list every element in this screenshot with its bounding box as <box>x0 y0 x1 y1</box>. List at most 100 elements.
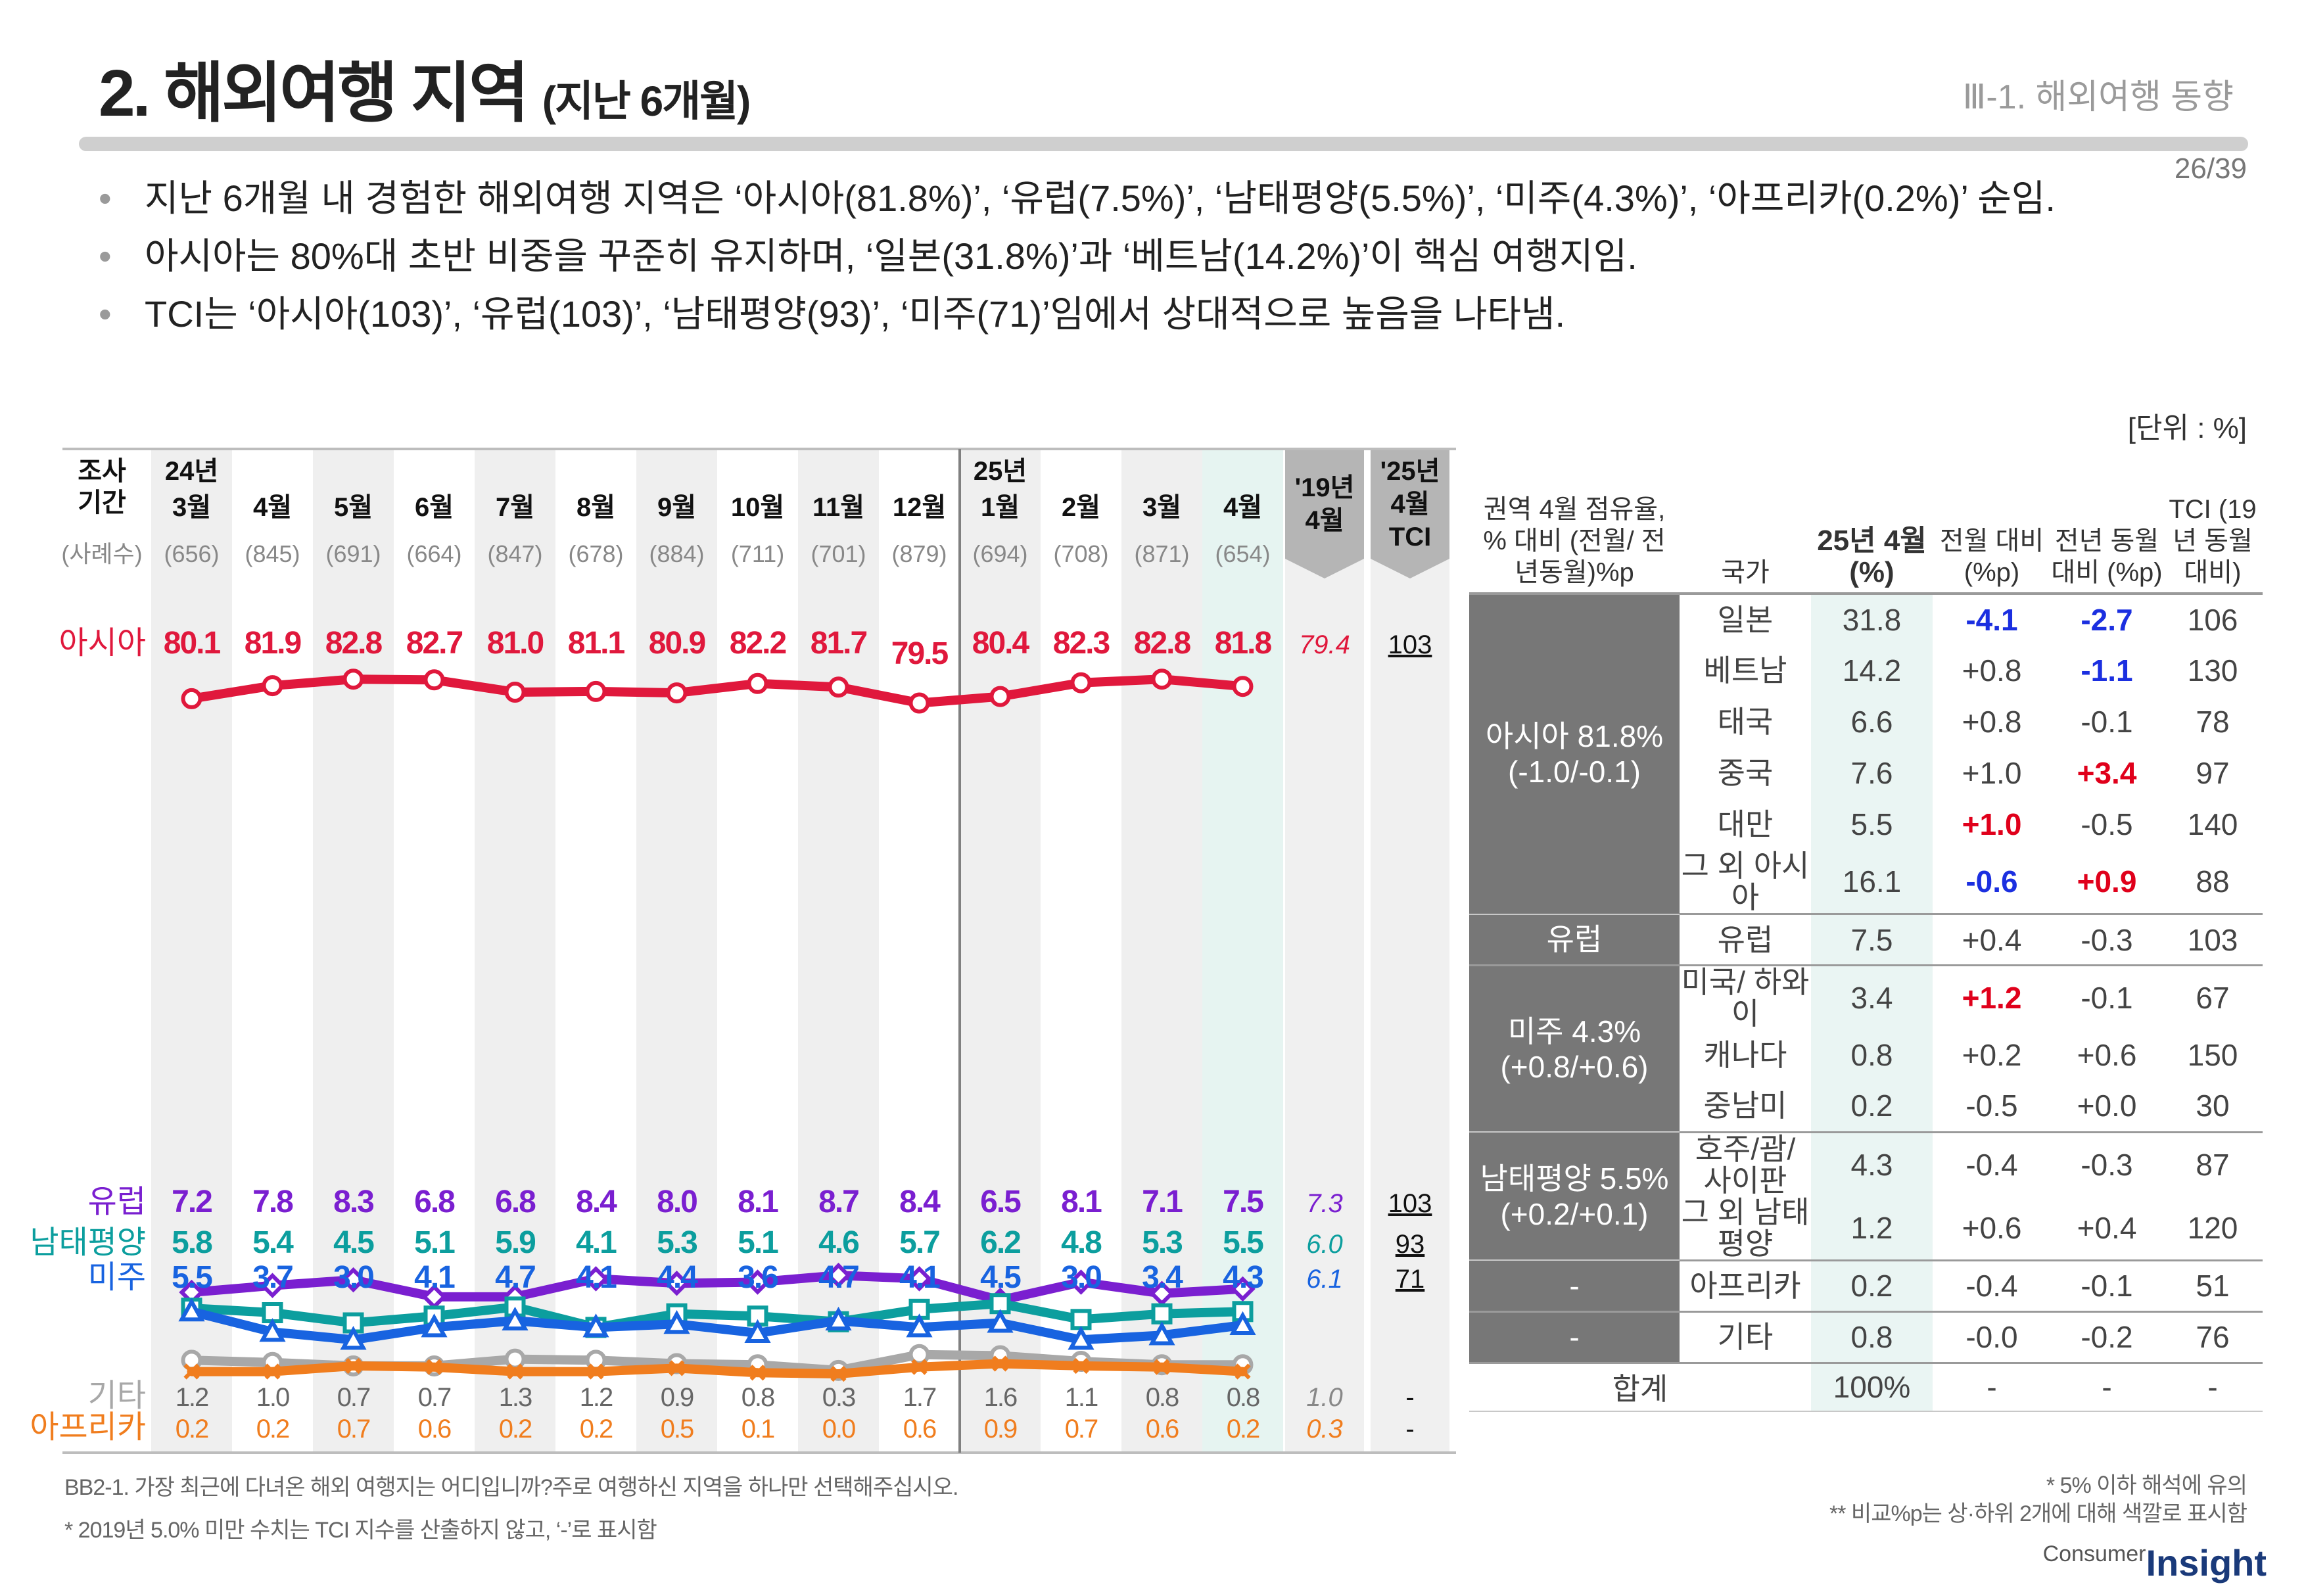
mom-cell: -0.6 <box>1933 850 2051 915</box>
header-tci-label: '25년 <box>1380 457 1440 486</box>
yoy-cell: -0.1 <box>2081 705 2133 739</box>
month-label: 10월 <box>731 493 784 522</box>
data-label: 0.5 <box>661 1415 694 1443</box>
header-tci-label: 4월 <box>1390 490 1429 519</box>
mom-cell: -0.0 <box>1933 1311 2051 1364</box>
mom-cell: +0.8 <box>1962 653 2022 688</box>
data-point <box>502 1306 529 1331</box>
data-label: 8.4 <box>899 1185 941 1219</box>
mom-cell: -0.5 <box>1933 1081 2051 1133</box>
share-cell: 5.5 <box>1811 799 1933 850</box>
region-cell: - <box>1469 1311 1680 1364</box>
data-point <box>989 686 1011 707</box>
month-label: 9월 <box>657 493 696 522</box>
chart-column-bg <box>1285 449 1364 1453</box>
yoy-cell: -1.1 <box>2081 653 2133 688</box>
data-point <box>421 1313 448 1338</box>
data-point <box>828 676 849 698</box>
month-label: 6월 <box>415 493 454 522</box>
year-label: 25년 <box>974 457 1027 486</box>
mom-cell: -0.4 <box>1933 1260 2051 1313</box>
data-label: 81.8 <box>1215 626 1272 661</box>
data-label: 1.7 <box>903 1383 936 1412</box>
yoy-cell: -0.2 <box>2051 1311 2163 1364</box>
footnote-2019: * 2019년 5.0% 미만 수치는 TCI 지수를 산출하지 않고, ‘-’… <box>64 1518 657 1543</box>
data-point <box>583 1266 609 1292</box>
country-cell: 대만 <box>1717 807 1774 841</box>
yoy-cell: +0.0 <box>2051 1081 2163 1133</box>
data-label: 1.2 <box>176 1383 208 1412</box>
share-cell: 7.6 <box>1811 747 1933 799</box>
data-point <box>178 1298 205 1322</box>
yoy-cell: +0.4 <box>2051 1196 2163 1261</box>
table-row: 중국 7.6 +1.0 +3.4 97 <box>1469 747 2263 799</box>
yoy-cell: +0.9 <box>2051 850 2163 915</box>
data-point <box>341 1267 366 1293</box>
yoy-cell: -0.3 <box>2051 914 2163 966</box>
data-label: 5.8 <box>172 1225 212 1260</box>
mom-cell: +1.2 <box>1962 981 2022 1015</box>
data-point <box>1068 1269 1094 1295</box>
tci-cell: 78 <box>2196 705 2230 739</box>
series-line-유럽 <box>187 1271 1248 1305</box>
data-label: 7.2 <box>172 1185 212 1219</box>
table-header-tci: TCI (19년 동월 대비) <box>2163 449 2263 595</box>
yoy-cell: +3.4 <box>2077 756 2137 790</box>
table-row: - 아프리카 0.2 -0.4 -0.1 51 <box>1469 1260 2263 1313</box>
chart-column-bg <box>960 449 1041 1453</box>
consumer-insight-logo: ConsumerInsight <box>2043 1541 2267 1584</box>
sample-size-label: (711) <box>731 540 784 567</box>
data-point <box>669 1360 685 1376</box>
mom-cell: +0.8 <box>1962 705 2022 739</box>
data-label: 4.1 <box>576 1225 617 1260</box>
data-point <box>1148 1321 1175 1346</box>
country-share-table: 권역 4월 점유율, % 대비 (전월/ 전년동월)%p 국가 25년 4월 (… <box>1469 449 2263 1412</box>
share-cell: 0.2 <box>1811 1081 1933 1133</box>
data-label: 0.7 <box>418 1383 451 1412</box>
data-point <box>749 1365 766 1381</box>
month-label: 5월 <box>334 493 373 522</box>
data-point <box>1235 1363 1251 1380</box>
data-point <box>342 669 364 690</box>
yoy-cell: -0.1 <box>2081 981 2133 1015</box>
region-cell: 남태평양 5.5% (+0.2/+0.1) <box>1469 1132 1680 1261</box>
data-point <box>906 1266 932 1292</box>
tci-cell: 103 <box>2163 914 2263 966</box>
table-row: 태국 6.6 +0.8 -0.1 78 <box>1469 696 2263 747</box>
region-cell: 아시아 81.8% (-1.0/-0.1) <box>1469 594 1680 915</box>
data-label: 6.2 <box>980 1225 1020 1260</box>
data-label: 4.4 <box>657 1260 698 1295</box>
series-line-남태평양 <box>187 1299 1248 1332</box>
value-2019-label: 79.4 <box>1299 630 1350 659</box>
series-line-미주 <box>187 1307 1248 1345</box>
tci-cell: 120 <box>2163 1196 2263 1261</box>
share-cell: 16.1 <box>1811 850 1933 915</box>
data-label: 4.1 <box>576 1260 617 1295</box>
table-header-region: 권역 4월 점유율, % 대비 (전월/ 전년동월)%p <box>1469 449 1680 595</box>
country-cell: 호주/괌/ 사이판 <box>1695 1131 1796 1198</box>
data-label: 5.7 <box>899 1225 939 1260</box>
value-2019-label: 6.1 <box>1306 1265 1343 1294</box>
data-point <box>1151 1303 1173 1325</box>
yoy-cell: -0.1 <box>2051 1260 2163 1313</box>
data-label: 3.0 <box>333 1260 373 1295</box>
mom-cell: +0.6 <box>1933 1196 2051 1261</box>
data-point <box>1230 1276 1256 1302</box>
month-label: 4월 <box>1223 493 1262 522</box>
data-label: 81.9 <box>245 626 301 661</box>
page-title: 2. 해외여행 지역 (지난 6개월) <box>99 39 751 135</box>
sample-size-label: (701) <box>811 540 866 567</box>
share-cell: 0.2 <box>1811 1260 1933 1313</box>
sample-size-label: (884) <box>649 540 704 567</box>
chart-column-bg <box>313 449 394 1453</box>
data-label: 0.6 <box>903 1415 936 1443</box>
data-label: 0.2 <box>176 1415 208 1443</box>
region-cell: - <box>1469 1260 1680 1313</box>
data-label: 0.8 <box>1146 1383 1179 1412</box>
tci-cell: 130 <box>2187 653 2238 688</box>
mom-cell: -0.4 <box>1965 1147 2018 1182</box>
year-label: 24년 <box>165 457 218 486</box>
data-label: 82.8 <box>1134 626 1191 661</box>
sample-header-label: (사례수) <box>61 540 142 567</box>
